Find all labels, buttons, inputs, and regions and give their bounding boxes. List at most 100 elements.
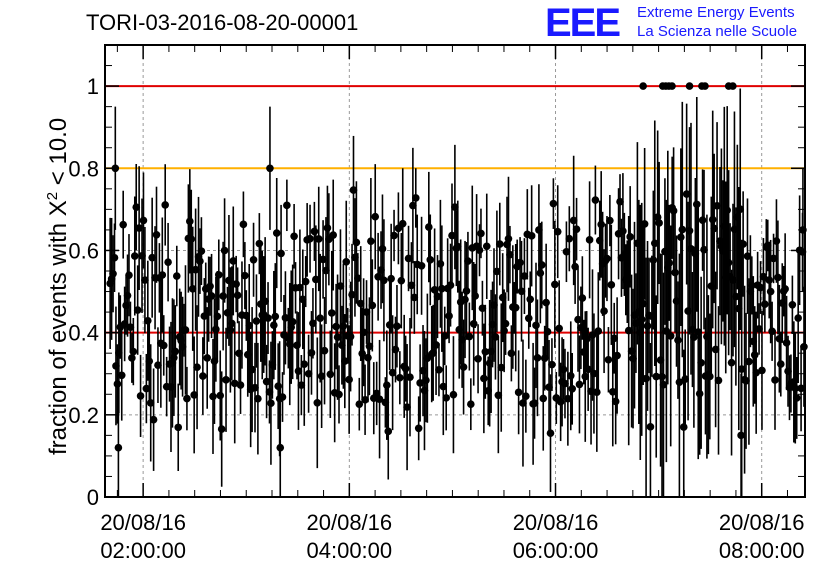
data-point: [677, 233, 685, 241]
data-point: [734, 304, 743, 313]
data-point: [594, 327, 603, 335]
data-point: [348, 290, 356, 299]
data-point: [396, 373, 404, 382]
data-point: [123, 291, 132, 300]
data-point: [170, 353, 178, 362]
data-point: [341, 357, 349, 365]
data-point: [661, 247, 669, 256]
data-point: [115, 349, 123, 357]
data-point: [542, 298, 550, 307]
data-point: [352, 238, 361, 247]
data-point: [700, 245, 708, 254]
data-point: [506, 250, 514, 259]
data-point: [675, 378, 684, 386]
data-point: [267, 399, 275, 408]
data-point: [293, 341, 301, 350]
data-point: [800, 342, 808, 351]
y-axis-label-container: fraction of events with X2 < 10.0: [0, 0, 72, 572]
data-point: [145, 357, 154, 365]
y-axis-ticks: 0 0.2 0.4 0.6 0.8 1: [68, 65, 805, 510]
data-point: [743, 252, 752, 260]
data-point: [226, 326, 235, 334]
y-tick-label: 0.2: [68, 403, 99, 428]
data-point: [367, 237, 375, 245]
data-point: [329, 231, 338, 239]
data-point: [568, 384, 577, 393]
data-point: [409, 201, 417, 210]
data-point: [461, 295, 469, 304]
data-point: [566, 372, 575, 380]
data-point: [171, 347, 180, 356]
data-point: [251, 383, 259, 392]
data-point: [407, 281, 416, 290]
data-point: [749, 337, 758, 346]
x-tick-date-label: 20/08/16: [719, 510, 805, 535]
data-point: [766, 287, 775, 296]
data-point: [445, 312, 453, 320]
data-point: [149, 415, 158, 424]
data-point: [695, 389, 704, 398]
data-point: [527, 232, 536, 240]
data-point: [365, 342, 374, 351]
data-point: [290, 232, 298, 241]
data-point: [190, 391, 198, 399]
data-point: [294, 367, 303, 375]
data-point: [377, 266, 385, 274]
data-point: [671, 268, 679, 277]
data-point: [209, 392, 217, 401]
data-point: [300, 360, 309, 368]
data-point: [482, 242, 491, 251]
data-point: [361, 395, 369, 404]
data-point: [281, 314, 290, 322]
data-point: [737, 431, 745, 440]
data-point: [559, 365, 568, 374]
data-point: [626, 233, 634, 241]
y-axis-label-prefix: fraction of events with: [45, 216, 72, 455]
data-point: [283, 201, 291, 210]
data-point: [791, 384, 800, 393]
data-point: [516, 258, 524, 267]
data-point: [737, 365, 746, 373]
data-point: [125, 271, 133, 279]
data-point: [358, 349, 366, 358]
data-point: [277, 249, 285, 258]
data-point: [139, 216, 148, 225]
data-point: [574, 315, 582, 324]
data-point: [181, 326, 190, 334]
data-point: [268, 361, 277, 369]
data-point: [532, 321, 540, 330]
data-point: [129, 347, 138, 356]
data-point: [674, 336, 682, 344]
data-point: [742, 377, 750, 385]
data-point: [646, 423, 655, 431]
data-point: [549, 199, 558, 208]
data-point: [249, 255, 258, 264]
data-point: [355, 400, 364, 408]
data-point: [230, 379, 239, 388]
data-point: [203, 354, 212, 362]
data-point: [637, 315, 646, 324]
data-point: [242, 311, 251, 320]
data-point: [690, 333, 698, 341]
data-point: [183, 394, 191, 403]
data-point: [710, 224, 718, 233]
data-point: [587, 387, 595, 396]
data-point: [539, 394, 548, 403]
data-point: [284, 334, 293, 342]
data-point: [600, 307, 608, 315]
data-point: [703, 332, 711, 341]
data-point: [390, 231, 398, 240]
data-point: [727, 358, 736, 367]
data-point: [545, 383, 553, 391]
data-point: [225, 276, 233, 285]
data-point: [313, 398, 322, 407]
data-point: [707, 282, 716, 290]
data-point: [276, 443, 285, 452]
data-point: [464, 257, 472, 265]
data-point: [668, 82, 676, 90]
data-point: [714, 376, 723, 385]
data-point: [109, 269, 117, 278]
data-point: [432, 341, 440, 349]
data-point: [682, 190, 691, 198]
data-point: [297, 381, 306, 389]
